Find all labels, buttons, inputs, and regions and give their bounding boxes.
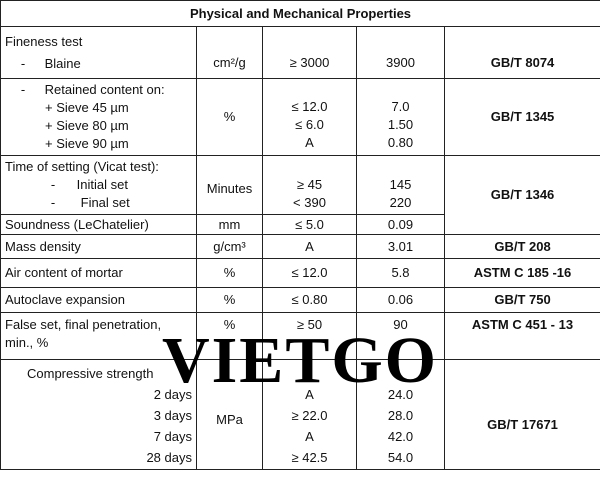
row-setting: Time of setting (Vicat test): - Initial … xyxy=(0,155,600,235)
fineness-sub-dash: - xyxy=(20,55,26,71)
compressive-requirement: ≥ 42.5 xyxy=(291,450,328,465)
retained-result: 7.0 xyxy=(391,99,410,114)
compressive-result: 54.0 xyxy=(387,450,414,465)
setting-label: Time of setting (Vicat test): xyxy=(5,159,159,174)
retained-requirements: ≤ 12.0 ≤ 6.0 A xyxy=(262,78,357,156)
setting-requirements: ≥ 45 < 390 xyxy=(262,155,357,215)
setting-dash: - xyxy=(50,195,56,210)
falseset-label-line1: False set, final penetration, xyxy=(5,317,162,332)
retained-results: 7.0 1.50 0.80 xyxy=(356,78,445,156)
compressive-requirement: A xyxy=(305,387,314,402)
autoclave-result: 0.06 xyxy=(356,287,445,313)
soundness-unit: mm xyxy=(196,214,263,235)
compressive-results: 24.0 28.0 42.0 54.0 xyxy=(356,359,445,470)
density-unit: g/cm³ xyxy=(196,234,263,259)
row-soundness: Soundness (LeChatelier) mm ≤ 5.0 0.09 xyxy=(0,214,600,235)
retained-label-cell: - Retained content on: + Sieve 45 µm + S… xyxy=(0,78,197,156)
setting-result: 220 xyxy=(389,195,412,210)
compressive-day: 2 days xyxy=(153,387,192,402)
compressive-result: 42.0 xyxy=(387,429,414,444)
row-air: Air content of mortar % ≤ 12.0 5.8 ASTM … xyxy=(0,258,600,288)
setting-item-label: Initial set xyxy=(76,177,128,192)
retained-item: + Sieve 90 µm xyxy=(45,136,129,151)
compressive-result: 28.0 xyxy=(387,408,414,423)
setting-standard: GB/T 1346 xyxy=(443,155,600,235)
air-standard: ASTM C 185 -16 xyxy=(443,258,600,288)
row-retained: - Retained content on: + Sieve 45 µm + S… xyxy=(0,78,600,156)
fineness-label-cell: Fineness test - Blaine xyxy=(0,26,197,79)
compressive-day: 7 days xyxy=(153,429,192,444)
fineness-sub: - Blaine xyxy=(5,55,192,73)
retained-requirement: ≤ 6.0 xyxy=(295,117,324,132)
density-result: 3.01 xyxy=(356,234,445,259)
density-requirement: A xyxy=(262,234,357,259)
setting-unit: Minutes xyxy=(196,155,263,215)
falseset-standard: ASTM C 451 - 13 xyxy=(443,312,600,360)
fineness-sub-label: Blaine xyxy=(44,55,81,71)
retained-label-text: Retained content on: xyxy=(44,82,165,97)
setting-requirement: ≥ 45 xyxy=(296,177,323,192)
row-fineness: Fineness test - Blaine cm²/g ≥ 3000 3900… xyxy=(0,26,600,79)
air-unit: % xyxy=(196,258,263,288)
soundness-label: Soundness (LeChatelier) xyxy=(0,214,197,235)
compressive-result: 24.0 xyxy=(387,387,414,402)
fineness-label: Fineness test xyxy=(5,33,83,49)
retained-requirement: A xyxy=(305,135,314,150)
retained-standard: GB/T 1345 xyxy=(443,78,600,156)
falseset-label-line2: min., % xyxy=(5,335,49,350)
setting-dash: - xyxy=(50,177,56,192)
compressive-label: Compressive strength xyxy=(27,366,154,381)
row-compressive: Compressive strength 2 days 3 days 7 day… xyxy=(0,359,600,470)
compressive-label-cell: Compressive strength 2 days 3 days 7 day… xyxy=(0,359,197,470)
setting-results: 145 220 xyxy=(356,155,445,215)
retained-unit: % xyxy=(196,78,263,156)
soundness-requirement: ≤ 5.0 xyxy=(262,214,357,235)
retained-dash: - xyxy=(20,82,26,97)
row-falseset: False set, final penetration, min., % % … xyxy=(0,312,600,360)
setting-label-cell: Time of setting (Vicat test): - Initial … xyxy=(0,155,197,215)
density-standard: GB/T 208 xyxy=(443,234,600,259)
retained-result: 0.80 xyxy=(387,135,414,150)
fineness-unit: cm²/g xyxy=(196,26,263,79)
soundness-result: 0.09 xyxy=(356,214,445,235)
retained-requirement: ≤ 12.0 xyxy=(291,99,328,114)
autoclave-requirement: ≤ 0.80 xyxy=(262,287,357,313)
air-requirement: ≤ 12.0 xyxy=(262,258,357,288)
table-title-row: Physical and Mechanical Properties xyxy=(0,0,600,27)
retained-label: - Retained content on: xyxy=(5,81,192,99)
row-density: Mass density g/cm³ A 3.01 GB/T 208 xyxy=(0,234,600,259)
compressive-standard: GB/T 17671 xyxy=(443,359,600,470)
setting-item-initial: - Initial set xyxy=(5,176,192,194)
falseset-label-cell: False set, final penetration, min., % xyxy=(0,312,197,360)
falseset-unit: % xyxy=(196,312,263,360)
compressive-day: 3 days xyxy=(153,408,192,423)
falseset-requirement: ≥ 50 xyxy=(262,312,357,360)
retained-item: + Sieve 45 µm xyxy=(45,100,129,115)
fineness-result: 3900 xyxy=(356,26,445,79)
table-title: Physical and Mechanical Properties xyxy=(0,0,600,27)
setting-result: 145 xyxy=(389,177,412,192)
autoclave-label: Autoclave expansion xyxy=(0,287,197,313)
compressive-day: 28 days xyxy=(146,450,192,465)
setting-item-final: - Final set xyxy=(5,194,192,212)
density-label: Mass density xyxy=(0,234,197,259)
autoclave-unit: % xyxy=(196,287,263,313)
compressive-requirement: A xyxy=(305,429,314,444)
air-label: Air content of mortar xyxy=(0,258,197,288)
compressive-requirements: A ≥ 22.0 A ≥ 42.5 xyxy=(262,359,357,470)
setting-item-label: Final set xyxy=(80,195,130,210)
compressive-requirement: ≥ 22.0 xyxy=(291,408,328,423)
fineness-standard: GB/T 8074 xyxy=(443,26,600,79)
row-autoclave: Autoclave expansion % ≤ 0.80 0.06 GB/T 7… xyxy=(0,287,600,313)
setting-requirement: < 390 xyxy=(293,195,326,210)
compressive-unit: MPa xyxy=(196,359,263,470)
fineness-requirement: ≥ 3000 xyxy=(262,26,357,79)
air-result: 5.8 xyxy=(356,258,445,288)
retained-item: + Sieve 80 µm xyxy=(45,118,129,133)
retained-result: 1.50 xyxy=(387,117,414,132)
falseset-result: 90 xyxy=(356,312,445,360)
autoclave-standard: GB/T 750 xyxy=(443,287,600,313)
